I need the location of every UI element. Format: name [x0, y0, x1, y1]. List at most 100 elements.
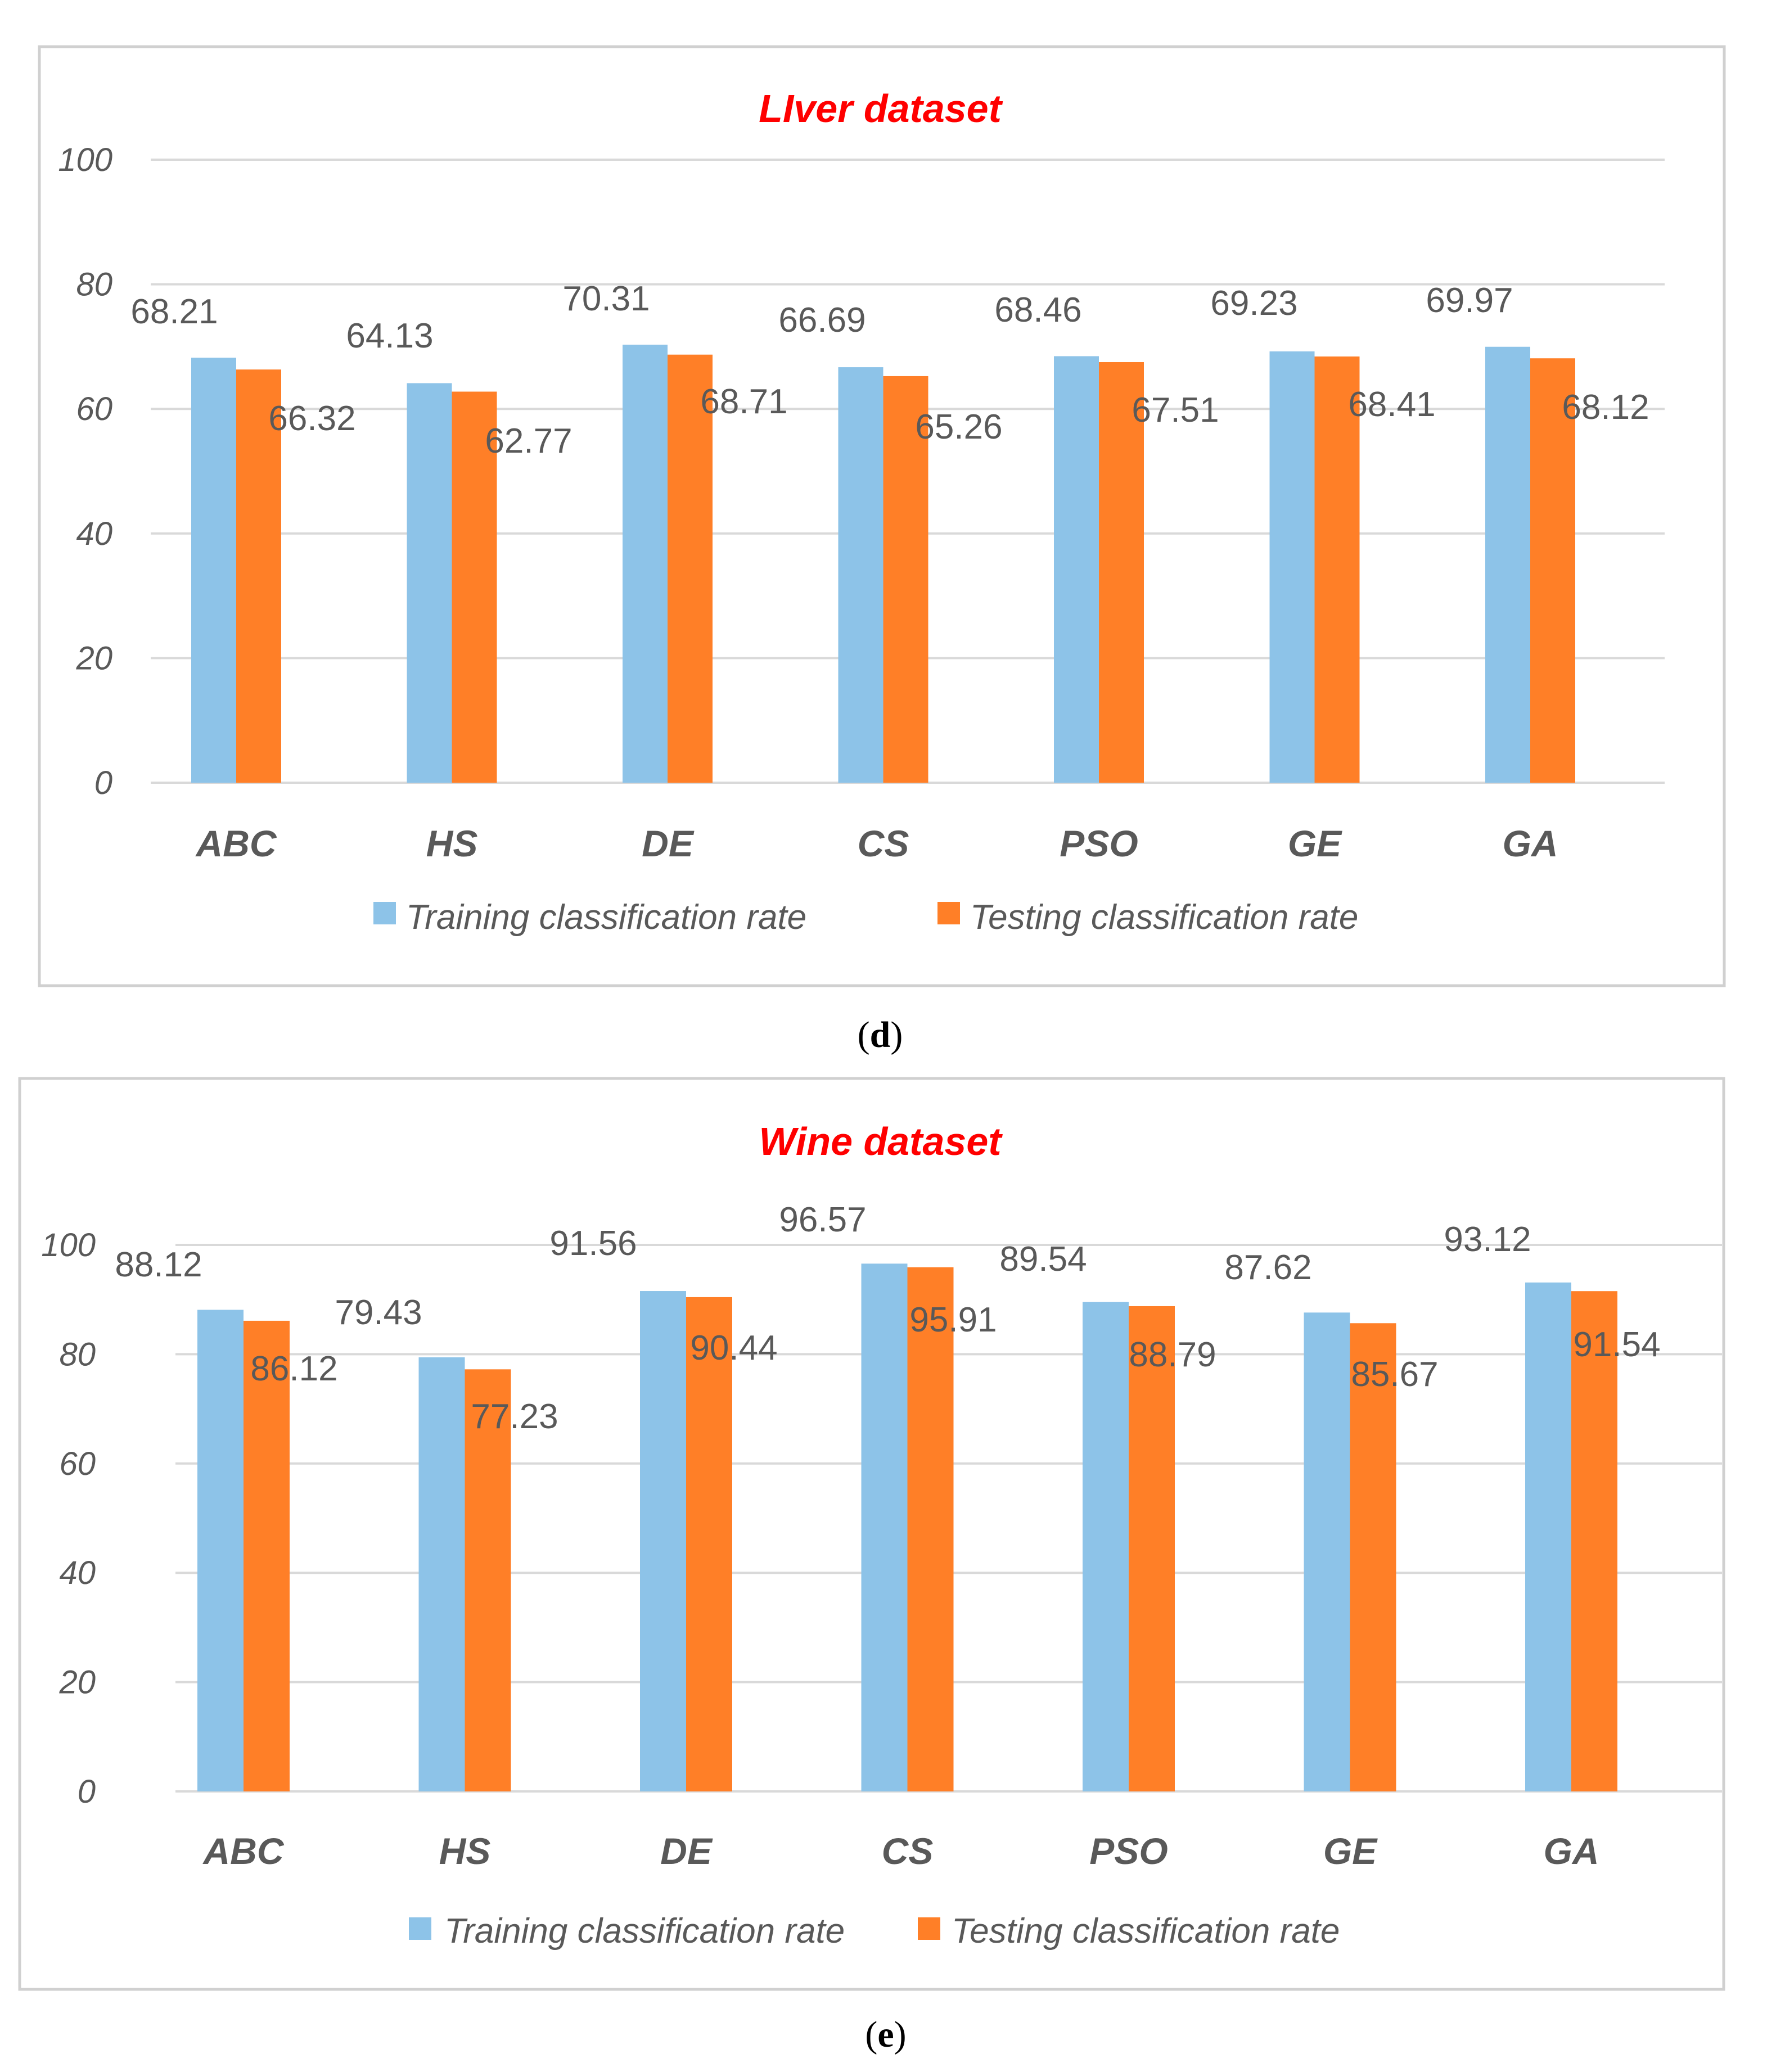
x-tick-label-de: DE	[642, 823, 695, 864]
testing-label-de: 68.71	[700, 382, 787, 421]
y-tick-label: 100	[41, 1227, 96, 1263]
x-tick-label-abc: ABC	[202, 1830, 285, 1872]
y-tick-label: 0	[78, 1773, 96, 1810]
training-bar-ge	[1269, 351, 1315, 783]
training-label-pso: 89.54	[999, 1240, 1087, 1279]
y-tick-label: 20	[58, 1664, 96, 1701]
testing-label-abc: 66.32	[268, 399, 355, 438]
y-tick-label: 0	[94, 765, 112, 801]
legend-training-label: Training classification rate	[444, 1912, 845, 1951]
caption-e: (e)	[865, 2014, 906, 2055]
x-tick-label-hs: HS	[439, 1830, 491, 1872]
testing-bar-abc	[236, 369, 281, 783]
testing-bar-cs	[907, 1267, 954, 1791]
x-tick-label-hs: HS	[426, 823, 478, 864]
y-tick-label: 60	[76, 391, 112, 427]
x-tick-label-de: DE	[660, 1830, 713, 1872]
testing-bar-de	[686, 1297, 732, 1791]
legend-training-label: Training classification rate	[406, 898, 806, 937]
training-label-hs: 79.43	[335, 1293, 422, 1332]
testing-bar-ge	[1350, 1323, 1396, 1791]
caption-d: (d)	[858, 1014, 903, 1055]
training-label-abc: 88.12	[115, 1245, 202, 1284]
testing-label-ga: 68.12	[1562, 388, 1649, 427]
y-tick-label: 80	[76, 267, 112, 303]
training-label-abc: 68.21	[130, 292, 218, 331]
training-label-de: 91.56	[549, 1224, 637, 1263]
x-tick-label-pso: PSO	[1060, 823, 1138, 864]
testing-bar-pso	[1129, 1306, 1175, 1791]
chart-liver-title: LIver dataset	[759, 87, 1003, 130]
training-label-ge: 69.23	[1210, 284, 1297, 323]
training-bar-de	[623, 344, 668, 783]
testing-label-pso: 88.79	[1129, 1335, 1216, 1374]
training-label-ga: 69.97	[1426, 281, 1513, 320]
training-bar-cs	[861, 1263, 908, 1791]
chart-wine-y-axis: 0 20 40 60 80 100	[41, 1227, 96, 1810]
training-label-de: 70.31	[562, 279, 650, 318]
chart-liver-data-labels: 68.21 66.32 64.13 62.77 70.31 68.71 66.69 65.26…	[130, 279, 1649, 461]
x-tick-label-cs: CS	[882, 1830, 934, 1872]
legend-testing-label: Testing classification rate	[952, 1912, 1340, 1951]
training-bar-cs	[838, 367, 884, 783]
chart-liver: LIver dataset 0 20 40 60 80 100 68.21 66.32 64.…	[38, 45, 1726, 987]
testing-bar-ga	[1571, 1291, 1617, 1791]
training-bar-pso	[1054, 356, 1099, 783]
testing-label-de: 90.44	[690, 1329, 777, 1367]
testing-bar-abc	[244, 1320, 290, 1791]
testing-label-pso: 67.51	[1132, 391, 1219, 430]
testing-bar-hs	[452, 391, 497, 783]
chart-liver-bars	[191, 344, 1575, 783]
training-bar-ga	[1525, 1282, 1571, 1791]
testing-bar-cs	[883, 376, 928, 783]
x-tick-label-ge: GE	[1323, 1830, 1378, 1872]
y-tick-label: 80	[59, 1336, 96, 1373]
x-tick-label-ga: GA	[1503, 823, 1558, 864]
training-label-pso: 68.46	[994, 291, 1081, 329]
legend-testing-label: Testing classification rate	[970, 898, 1358, 937]
legend-testing-swatch	[918, 1917, 940, 1940]
x-tick-label-pso: PSO	[1089, 1830, 1168, 1872]
chart-liver-gridlines	[151, 159, 1665, 784]
testing-bar-de	[668, 354, 713, 783]
testing-bar-ge	[1314, 356, 1360, 783]
training-label-cs: 96.57	[779, 1200, 866, 1239]
legend-training-swatch	[409, 1917, 431, 1940]
testing-label-ge: 68.41	[1348, 385, 1435, 424]
testing-label-hs: 62.77	[485, 422, 572, 461]
testing-bar-hs	[465, 1369, 511, 1791]
training-label-hs: 64.13	[346, 317, 433, 355]
training-bar-de	[640, 1291, 686, 1791]
training-bar-ge	[1304, 1312, 1350, 1791]
chart-wine-legend: Training classification rate Testing cla…	[409, 1912, 1340, 1951]
testing-label-cs: 95.91	[909, 1301, 997, 1339]
x-tick-label-ga: GA	[1544, 1830, 1599, 1872]
testing-bar-ga	[1530, 358, 1575, 783]
y-tick-label: 60	[59, 1446, 96, 1482]
y-tick-label: 20	[75, 640, 112, 676]
chart-wine-bars	[197, 1263, 1617, 1791]
training-bar-pso	[1083, 1302, 1129, 1791]
y-tick-label: 100	[58, 142, 112, 178]
testing-label-hs: 77.23	[471, 1397, 558, 1436]
testing-label-abc: 86.12	[250, 1349, 337, 1388]
chart-liver-legend: Training classification rate Testing cla…	[373, 898, 1358, 937]
x-tick-label-ge: GE	[1288, 823, 1342, 864]
legend-training-swatch	[373, 902, 396, 924]
training-bar-abc	[197, 1310, 244, 1791]
chart-liver-y-axis: 0 20 40 60 80 100	[58, 142, 112, 801]
y-tick-label: 40	[76, 516, 112, 552]
testing-label-cs: 65.26	[915, 408, 1002, 446]
x-tick-label-abc: ABC	[195, 823, 277, 864]
legend-testing-swatch	[937, 902, 960, 924]
chart-wine: Wine dataset 0 20 40 60 80 100 88.12 86.12 79.4…	[18, 1077, 1725, 1991]
training-label-ge: 87.62	[1224, 1248, 1311, 1287]
training-bar-hs	[407, 383, 452, 783]
chart-wine-x-axis: ABC HS DE CS PSO GE GA	[202, 1830, 1599, 1872]
training-label-cs: 66.69	[778, 301, 866, 340]
training-bar-ga	[1485, 346, 1530, 783]
chart-wine-title: Wine dataset	[759, 1119, 1003, 1163]
training-bar-hs	[418, 1357, 465, 1791]
training-bar-abc	[191, 358, 236, 783]
chart-liver-x-axis: ABC HS DE CS PSO GE GA	[195, 823, 1558, 864]
